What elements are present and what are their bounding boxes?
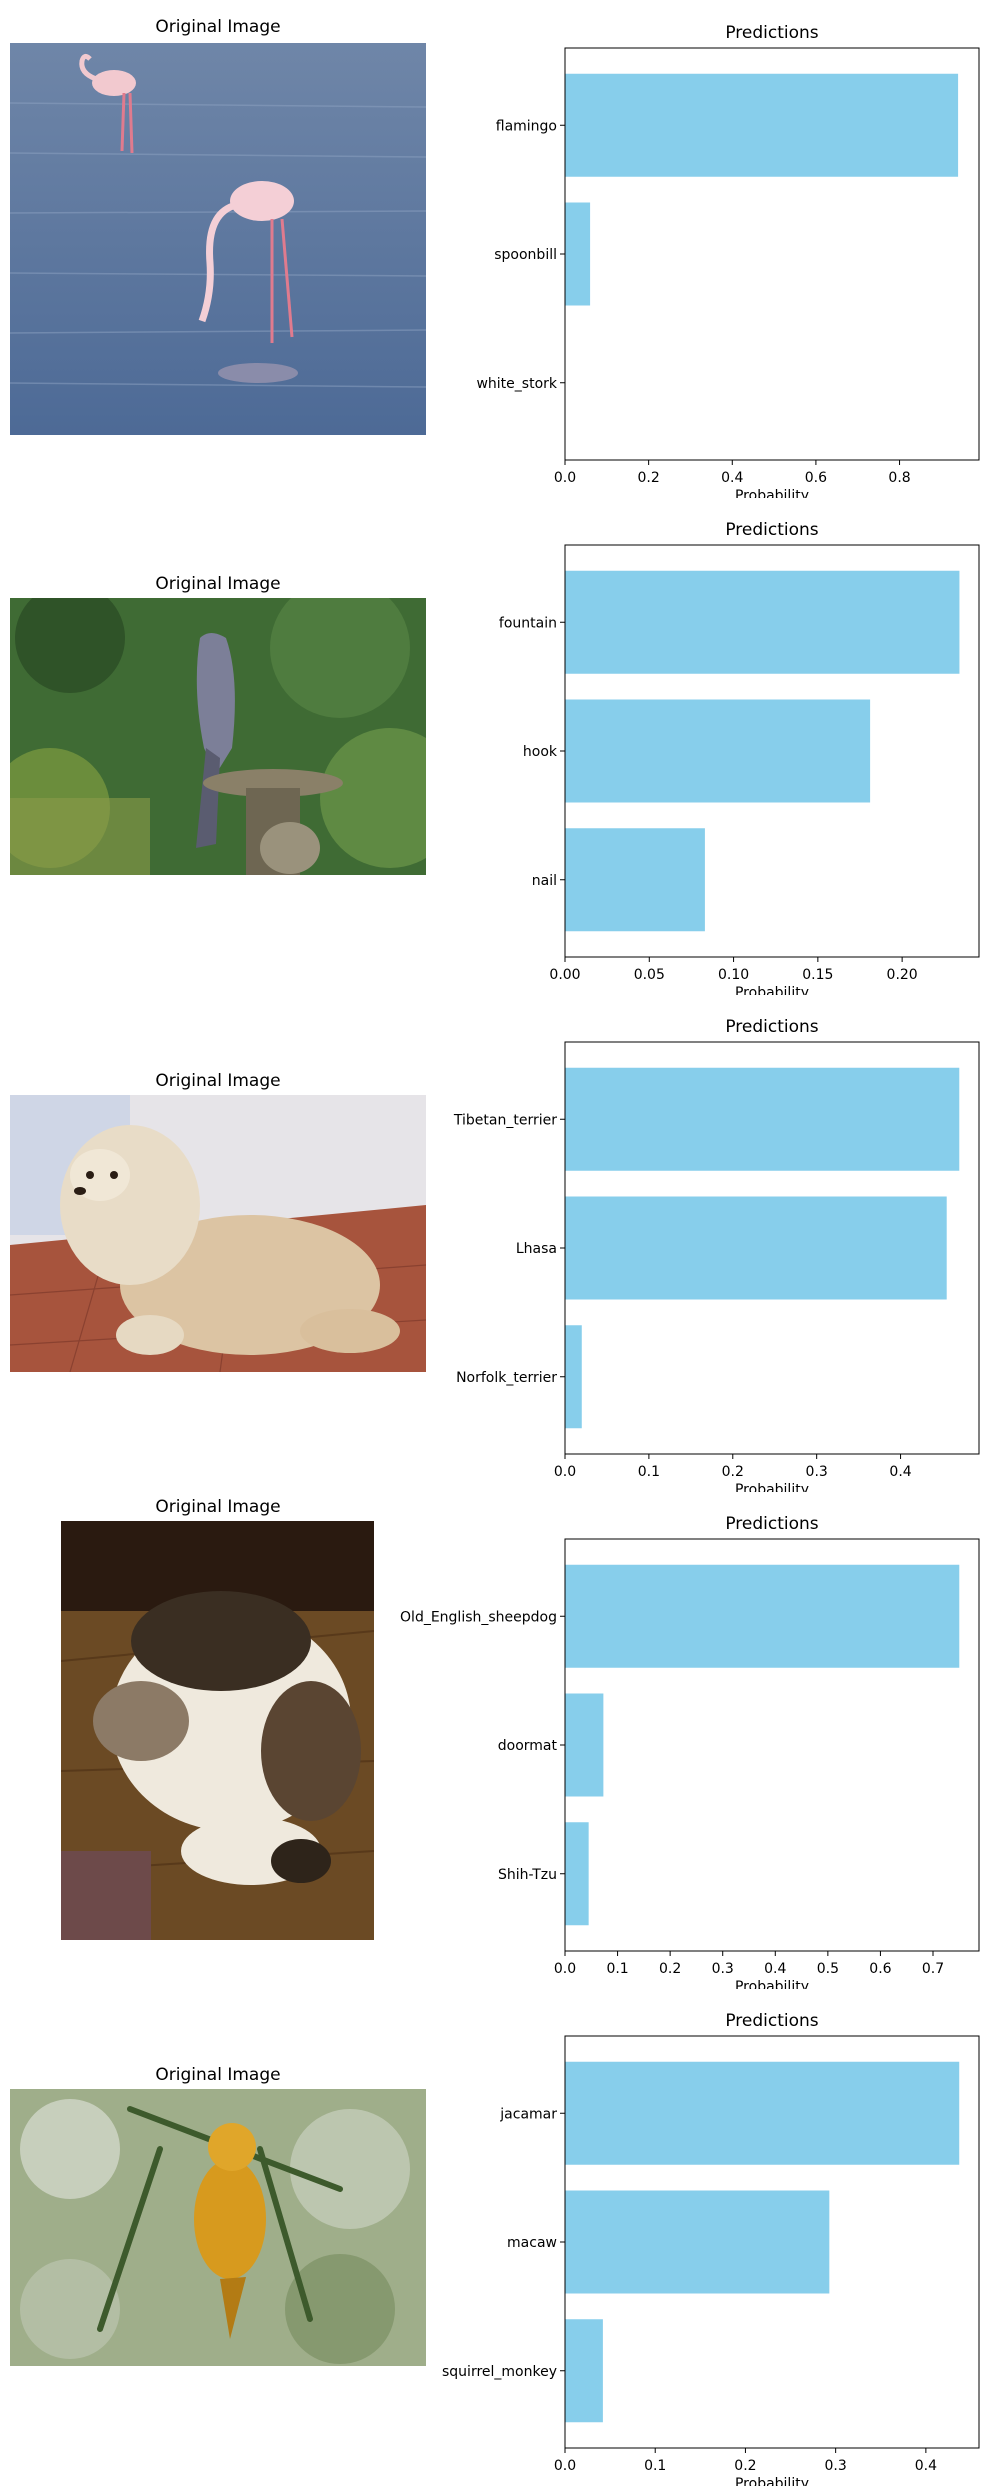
chart-title: Predictions xyxy=(725,23,818,43)
x-tick-label: 0.6 xyxy=(805,470,827,486)
image-title: Original Image xyxy=(155,17,281,37)
plot-frame xyxy=(564,544,980,958)
y-tick-label: Old_English_sheepdog xyxy=(400,1609,557,1625)
chart-title: Predictions xyxy=(725,520,818,540)
bar-jacamar xyxy=(565,2061,960,2165)
y-tick-label: Tibetan_terrier xyxy=(453,1112,557,1128)
x-tick-label: 0.10 xyxy=(718,967,749,983)
dog-photo xyxy=(10,1095,426,1372)
predictions-chart: Predictions Tibetan_terrier Lhasa Norfolk_t… xyxy=(453,1017,980,1492)
chart-title: Predictions xyxy=(725,2011,818,2031)
y-tick-label: fountain xyxy=(499,615,557,631)
y-tick-label: Norfolk_terrier xyxy=(456,1370,557,1386)
x-axis-label: Probability xyxy=(735,2476,809,2486)
y-tick-label: Lhasa xyxy=(516,1241,557,1257)
x-tick-label: 0.6 xyxy=(869,1961,891,1977)
x-tick-label: 0.1 xyxy=(638,1464,660,1480)
x-tick-label: 0.2 xyxy=(638,470,660,486)
flamingo-photo xyxy=(10,43,426,435)
image-title: Original Image xyxy=(155,574,281,594)
y-tick-label: squirrel_monkey xyxy=(442,2364,557,2380)
bar-Norfolk_terrier xyxy=(565,1325,582,1429)
y-tick-label: Shih-Tzu xyxy=(498,1867,557,1883)
x-tick-label: 0.4 xyxy=(721,470,743,486)
predictions-chart: Predictions fountain hook nail 0.00 0.05 0.10 0… xyxy=(499,520,980,995)
bar-nail xyxy=(565,828,705,932)
x-tick-label: 0.2 xyxy=(734,2458,756,2474)
x-tick-label: 0.1 xyxy=(644,2458,666,2474)
x-tick-label: 0.2 xyxy=(659,1961,681,1977)
plot-frame xyxy=(564,2035,980,2449)
y-tick-label: spoonbill xyxy=(494,247,557,263)
bar-macaw xyxy=(565,2190,830,2294)
image-title: Original Image xyxy=(155,1497,281,1517)
bar-spoonbill xyxy=(565,202,591,306)
x-tick-label: 0.00 xyxy=(549,967,580,983)
x-tick-label: 0.3 xyxy=(825,2458,847,2474)
chart-title: Predictions xyxy=(725,1017,818,1037)
bar-Tibetan_terrier xyxy=(565,1067,960,1171)
cat-photo xyxy=(61,1521,374,1940)
x-tick-label: 0.0 xyxy=(554,1464,576,1480)
x-axis-label: Probability xyxy=(735,1482,809,1492)
y-tick-label: jacamar xyxy=(499,2106,557,2122)
y-tick-label: flamingo xyxy=(496,118,557,134)
x-tick-label: 0.0 xyxy=(554,1961,576,1977)
x-tick-label: 0.7 xyxy=(922,1961,944,1977)
x-tick-label: 0.4 xyxy=(889,1464,911,1480)
plot-frame xyxy=(564,47,980,461)
image-title: Original Image xyxy=(155,1071,281,1091)
x-tick-label: 0.20 xyxy=(887,967,918,983)
x-tick-label: 0.3 xyxy=(712,1961,734,1977)
x-axis-label: Probability xyxy=(735,1979,809,1989)
bar-Lhasa xyxy=(565,1196,947,1300)
x-tick-label: 0.4 xyxy=(915,2458,937,2474)
y-tick-label: hook xyxy=(523,744,558,760)
x-tick-label: 0.3 xyxy=(806,1464,828,1480)
y-tick-label: white_stork xyxy=(476,376,557,392)
bar-flamingo xyxy=(565,73,959,177)
x-tick-label: 0.1 xyxy=(606,1961,628,1977)
chart-title: Predictions xyxy=(725,1514,818,1534)
image-title: Original Image xyxy=(155,2065,281,2085)
bird-photo xyxy=(10,2089,426,2366)
hawk-photo xyxy=(10,598,426,875)
x-tick-label: 0.5 xyxy=(817,1961,839,1977)
y-tick-label: nail xyxy=(532,873,557,889)
x-tick-label: 0.2 xyxy=(722,1464,744,1480)
bar-Old_English_sheepdog xyxy=(565,1564,960,1668)
y-tick-label: doormat xyxy=(498,1738,558,1754)
bar-doormat xyxy=(565,1693,604,1797)
predictions-chart: Predictions flamingo spoonbill white_stork 0… xyxy=(476,23,980,498)
x-tick-label: 0.0 xyxy=(554,2458,576,2474)
y-tick-label: macaw xyxy=(507,2235,557,2251)
x-axis-label: Probability xyxy=(735,488,809,498)
bar-fountain xyxy=(565,570,960,674)
plot-frame xyxy=(564,1538,980,1952)
predictions-chart: Predictions jacamar macaw squirrel_monkey 0.… xyxy=(442,2011,980,2486)
bar-Shih-Tzu xyxy=(565,1822,589,1926)
bar-squirrel_monkey xyxy=(565,2319,603,2423)
x-tick-label: 0.4 xyxy=(764,1961,786,1977)
x-tick-label: 0.8 xyxy=(888,470,910,486)
x-tick-label: 0.15 xyxy=(802,967,833,983)
plot-frame xyxy=(564,1041,980,1455)
x-axis-label: Probability xyxy=(735,985,809,995)
bar-hook xyxy=(565,699,871,803)
x-tick-label: 0.0 xyxy=(554,470,576,486)
x-tick-label: 0.05 xyxy=(634,967,665,983)
